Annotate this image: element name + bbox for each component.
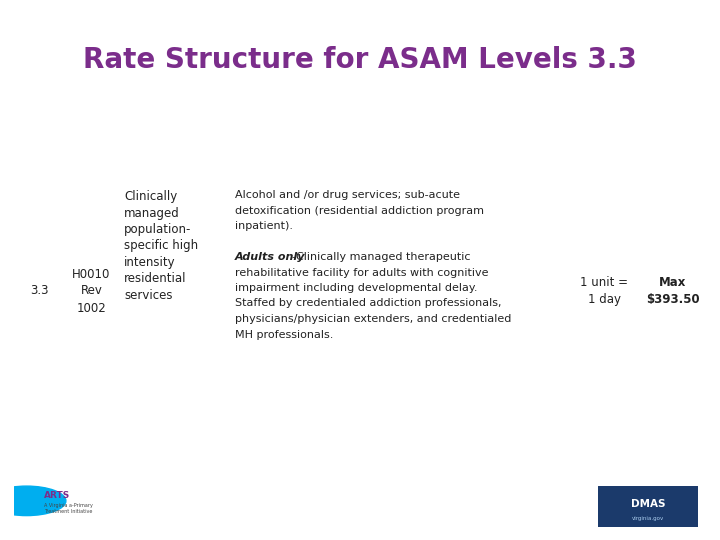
Text: 3.3: 3.3	[30, 285, 48, 298]
Text: managed: managed	[124, 206, 180, 219]
Text: Adults only: Adults only	[235, 252, 305, 262]
Text: population-: population-	[124, 223, 192, 236]
Text: MH professionals.: MH professionals.	[235, 329, 333, 340]
Text: Rate Structure for ASAM Levels 3.3: Rate Structure for ASAM Levels 3.3	[83, 46, 637, 74]
Text: detoxification (residential addiction program: detoxification (residential addiction pr…	[235, 206, 484, 215]
Text: impairment including developmental delay.: impairment including developmental delay…	[235, 283, 477, 293]
Text: inpatient).: inpatient).	[235, 221, 293, 231]
Text: ARTS: ARTS	[45, 491, 71, 500]
Text: Alcohol and /or drug services; sub-acute: Alcohol and /or drug services; sub-acute	[235, 190, 460, 200]
Text: ASA
M
Level: ASA M Level	[22, 125, 55, 159]
Text: Description: Description	[363, 137, 435, 147]
Text: rehabilitative facility for adults with cognitive: rehabilitative facility for adults with …	[235, 267, 488, 278]
Text: Max: Max	[659, 275, 686, 288]
Text: physicians/physician extenders, and credentialed: physicians/physician extenders, and cred…	[235, 314, 511, 324]
Text: Service: Service	[151, 137, 197, 147]
Text: DMAS: DMAS	[631, 499, 665, 509]
Text: intensity: intensity	[124, 256, 176, 269]
Text: Rate/
Unit: Rate/ Unit	[656, 131, 689, 153]
Text: Code: Code	[76, 137, 107, 147]
Text: 1 unit =
1 day: 1 unit = 1 day	[580, 275, 628, 307]
Text: specific high: specific high	[124, 240, 198, 253]
Circle shape	[0, 486, 66, 516]
Text: $393.50: $393.50	[646, 294, 699, 307]
Text: -Clinically managed therapeutic: -Clinically managed therapeutic	[292, 252, 471, 262]
Text: Unit: Unit	[591, 137, 617, 147]
Text: Staffed by credentialed addiction professionals,: Staffed by credentialed addiction profes…	[235, 299, 502, 308]
Text: services: services	[124, 289, 173, 302]
Text: Clinically: Clinically	[124, 190, 177, 203]
Text: virginia.gov: virginia.gov	[632, 516, 664, 521]
Text: H0010
Rev
1002: H0010 Rev 1002	[72, 267, 111, 314]
Text: A Virginia a-Primary
Treatment Initiative: A Virginia a-Primary Treatment Initiativ…	[45, 503, 93, 514]
Text: 15: 15	[22, 526, 37, 536]
Text: residential: residential	[124, 273, 186, 286]
